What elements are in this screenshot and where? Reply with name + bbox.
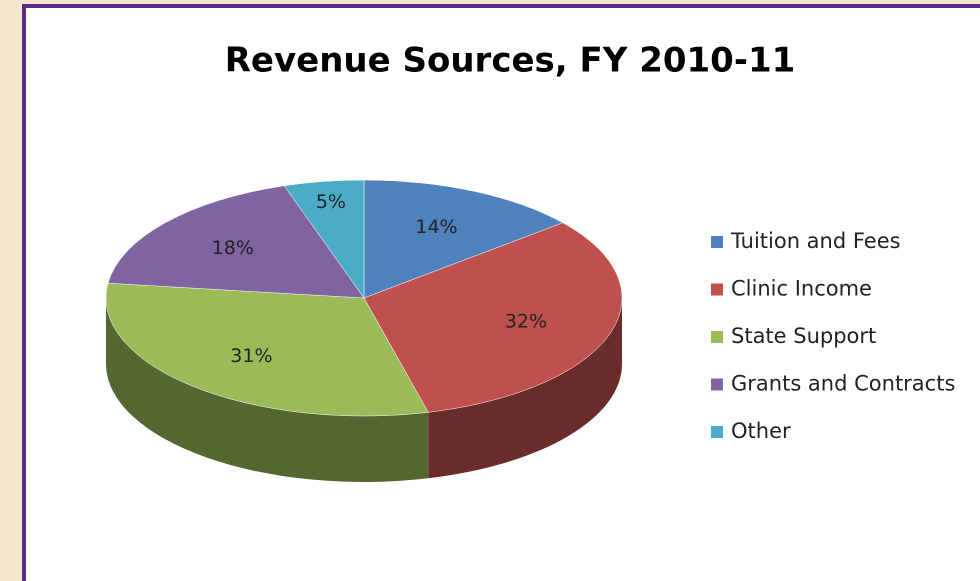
legend-swatch <box>711 283 723 296</box>
data-label: 5% <box>316 191 346 213</box>
data-label: 18% <box>212 237 254 259</box>
slice-side <box>428 298 622 479</box>
data-label: 32% <box>505 311 547 333</box>
chart-title: Revenue Sources, FY 2010-11 <box>225 41 796 81</box>
slice <box>283 179 365 299</box>
legend-swatch <box>711 236 723 248</box>
legend-label: Grants and Contracts <box>731 372 955 396</box>
legend-label: State Support <box>731 324 876 348</box>
legend-label: Clinic Income <box>731 277 872 301</box>
slice-side <box>106 298 429 482</box>
legend-swatch <box>711 331 723 343</box>
legend-label: Tuition and Fees <box>730 229 901 253</box>
data-label: 14% <box>415 216 457 238</box>
legend-swatch <box>711 426 723 438</box>
slice <box>105 282 429 417</box>
legend-swatch <box>711 378 723 391</box>
slice <box>363 179 564 299</box>
slice <box>107 185 365 299</box>
legend-label: Other <box>731 419 791 443</box>
data-label: 31% <box>230 345 272 367</box>
slice <box>363 222 623 413</box>
